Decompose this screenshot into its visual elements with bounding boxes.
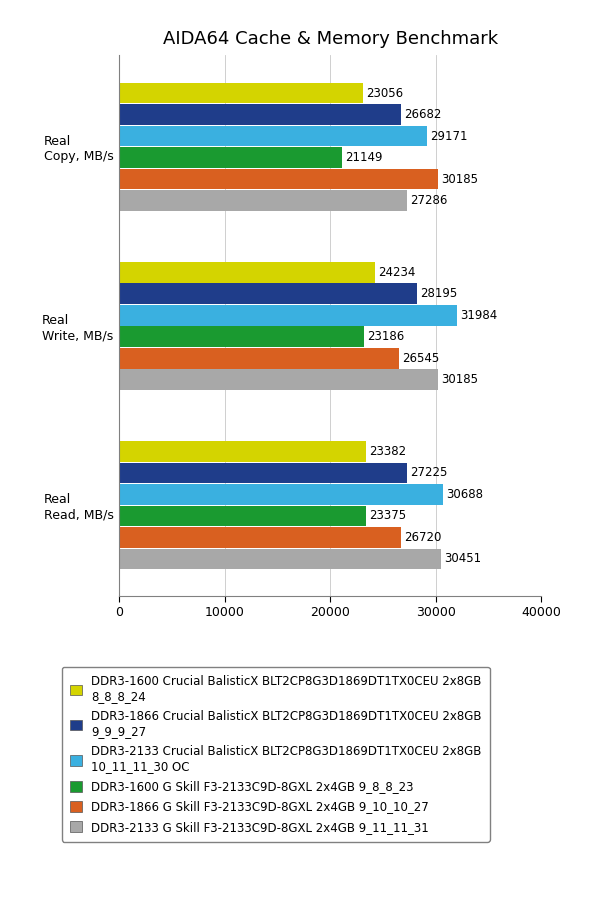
Text: 31984: 31984 [460, 309, 497, 322]
Bar [119, 283, 416, 304]
Bar [119, 441, 366, 461]
Bar [119, 126, 427, 147]
Bar [119, 462, 406, 483]
Bar [119, 83, 362, 104]
Text: 27286: 27286 [411, 194, 447, 207]
Text: 26545: 26545 [402, 352, 440, 365]
Text: 30451: 30451 [444, 552, 481, 566]
Text: 23056: 23056 [366, 86, 403, 100]
Bar [119, 484, 443, 504]
Text: 26682: 26682 [404, 108, 441, 121]
Bar [119, 548, 441, 569]
Bar [119, 262, 375, 282]
Text: 24234: 24234 [378, 266, 415, 279]
Text: 30185: 30185 [441, 373, 478, 386]
Bar [119, 326, 364, 347]
Text: 29171: 29171 [430, 129, 468, 142]
Bar [119, 169, 438, 190]
Bar [119, 370, 438, 390]
Text: 30688: 30688 [446, 488, 483, 501]
Text: 30185: 30185 [441, 172, 478, 185]
Title: AIDA64 Cache & Memory Benchmark: AIDA64 Cache & Memory Benchmark [162, 30, 498, 48]
Text: 28195: 28195 [420, 287, 457, 300]
Bar [119, 191, 407, 211]
Text: 23375: 23375 [369, 509, 406, 523]
Text: 26720: 26720 [405, 531, 441, 544]
Bar [119, 505, 366, 526]
Text: 27225: 27225 [410, 467, 447, 480]
Bar [119, 148, 342, 168]
Bar [119, 527, 401, 547]
Text: 23382: 23382 [369, 445, 406, 458]
Text: 23186: 23186 [367, 330, 404, 343]
Bar [119, 305, 457, 326]
Bar [119, 348, 399, 369]
Text: 21149: 21149 [346, 151, 383, 164]
Bar [119, 105, 401, 125]
Legend: DDR3-1600 Crucial BalisticX BLT2CP8G3D1869DT1TX0CEU 2x8GB
8_8_8_24, DDR3-1866 Cr: DDR3-1600 Crucial BalisticX BLT2CP8G3D18… [61, 667, 490, 842]
